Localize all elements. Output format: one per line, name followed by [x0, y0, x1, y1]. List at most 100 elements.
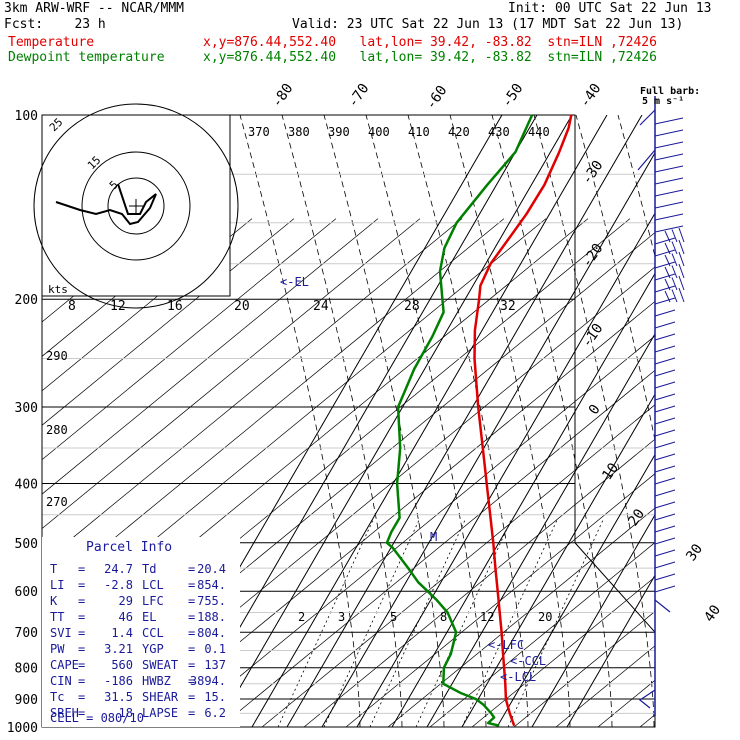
parcel-equals: = [188, 610, 195, 624]
moist-adiabat [323, 115, 445, 727]
isotherm [286, 115, 643, 727]
parcel-param-value: 3.21 [104, 642, 133, 656]
parcel-equals: = [188, 578, 195, 592]
isotherm-tick-label: 40 [701, 602, 724, 625]
isotherm-tick-label: -10 [579, 321, 607, 351]
parcel-param-name: CCL [142, 626, 164, 640]
mixing-ratio-label: 3 [338, 610, 345, 624]
parcel-param-value: 1.4 [111, 626, 133, 640]
dewpoint-location: x,y=876.44,552.40 lat,lon= 39.42, -83.82… [203, 50, 657, 65]
parcel-param-name: EL [142, 610, 156, 624]
isotherm-tick-label: 10 [599, 460, 622, 483]
level-annotation: <-CCL [510, 654, 546, 668]
moist-adiabat [239, 115, 361, 727]
isotherm-tick-label: -50 [499, 81, 527, 111]
pressure-tick-label: 500 [15, 537, 38, 552]
moist-adiabat [449, 115, 571, 727]
parcel-param-value: 0.1 [204, 642, 226, 656]
hodograph-speed-label: 12 [110, 299, 126, 314]
parcel-param-value: 20.4 [197, 562, 226, 576]
isotherm [461, 393, 655, 727]
theta-tick-label: 280 [46, 423, 68, 437]
dry-adiabat [303, 438, 655, 727]
temperature-legend: Temperature [8, 35, 95, 50]
pressure-tick-label: 200 [15, 293, 38, 308]
dry-adiabat [42, 218, 421, 530]
theta-tick-label: 390 [328, 125, 350, 139]
moist-adiabat [491, 115, 613, 727]
parcel-param-value: 3894. [190, 674, 226, 688]
isotherm-tick-label: -80 [269, 81, 297, 111]
isotherm [356, 212, 655, 727]
parcel-param-name: HWBZ [142, 674, 171, 688]
dry-adiabat [42, 218, 169, 323]
hodograph-speed-label: 16 [167, 299, 183, 314]
dry-adiabat [261, 404, 655, 727]
pressure-tick-label: 1000 [7, 721, 38, 736]
pressure-tick-label: 400 [15, 477, 38, 492]
parcel-equals: = [78, 658, 85, 672]
moist-adiabat [281, 115, 403, 727]
theta-tick-label: 380 [288, 125, 310, 139]
parcel-param-value: 854. [197, 578, 226, 592]
level-annotation: M [430, 530, 437, 544]
dry-adiabat [387, 507, 655, 727]
parcel-param-name: Tc [50, 690, 64, 704]
init-time: Init: 00 UTC Sat 22 Jun 13 [508, 1, 712, 16]
parcel-param-name: SVI [50, 626, 72, 640]
isotherm-tick-label: 20 [625, 506, 648, 529]
theta-tick-label: 410 [408, 125, 430, 139]
isotherm [496, 453, 655, 727]
mixing-ratio-label: 5 [390, 610, 397, 624]
isotherm-tick-label: -20 [579, 241, 607, 271]
parcel-param-value: 18 [119, 706, 133, 720]
pressure-tick-label: 600 [15, 585, 38, 600]
wind-legend-units: 5 m s⁻¹ [642, 96, 684, 107]
pressure-tick-label: 800 [15, 662, 38, 677]
wind-barb-column [637, 96, 685, 716]
hodograph-speed-label: 8 [68, 299, 76, 314]
level-annotation: <-LCL [500, 670, 536, 684]
level-annotation: <-LFC [488, 638, 524, 652]
parcel-param-value: 804. [197, 626, 226, 640]
parcel-param-name: PW [50, 642, 65, 656]
wind-legend-title: Full barb: [640, 86, 700, 97]
parcel-equals: = [188, 658, 195, 672]
parcel-equals: = [78, 690, 85, 704]
pressure-tick-label: 100 [15, 109, 38, 124]
parcel-equals: = [78, 642, 85, 656]
dry-adiabat [177, 335, 655, 727]
parcel-cell-motion: CELL = 080/10 [50, 711, 144, 725]
moist-adiabat [407, 115, 529, 727]
isotherm [566, 574, 655, 727]
isotherm [391, 272, 655, 727]
theta-tick-label: 420 [448, 125, 470, 139]
dry-adiabat [345, 473, 655, 727]
isotherm [321, 151, 655, 727]
isotherm-tick-label: 0 [586, 402, 604, 418]
parcel-equals: = [78, 578, 85, 592]
parcel-equals: = [188, 626, 195, 640]
theta-tick-label: 440 [528, 125, 550, 139]
moist-adiabat [617, 115, 655, 258]
parcel-param-value: 46 [119, 610, 133, 624]
isotherm [426, 332, 655, 727]
parcel-param-name: K [50, 594, 58, 608]
mixing-ratio-label: 2 [298, 610, 305, 624]
dry-adiabat [219, 369, 655, 727]
parcel-equals: = [188, 674, 195, 688]
isotherm [531, 513, 655, 727]
parcel-param-value: 188. [197, 610, 226, 624]
parcel-equals: = [188, 594, 195, 608]
mixing-ratio-label: 8 [440, 610, 447, 624]
theta-tick-label: 400 [368, 125, 390, 139]
dry-adiabat [471, 576, 655, 727]
hodograph-speed-label: 20 [234, 299, 250, 314]
hodograph-speed-label: 24 [313, 299, 329, 314]
parcel-param-value: 15. [204, 690, 226, 704]
isotherm [251, 115, 608, 727]
hodograph-speed-label: 28 [404, 299, 420, 314]
isotherm [216, 115, 573, 727]
dry-adiabat [42, 218, 463, 564]
parcel-equals: = [188, 690, 195, 704]
